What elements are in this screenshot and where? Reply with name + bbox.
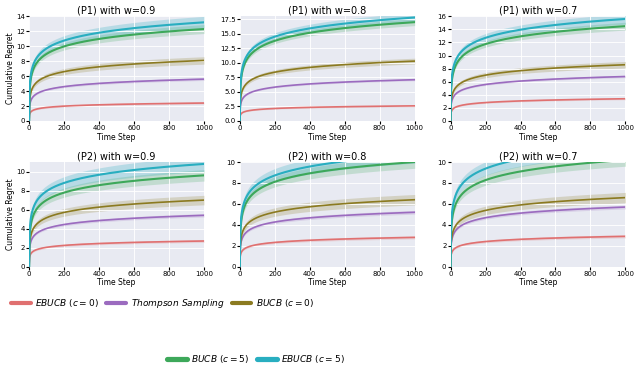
- Y-axis label: Cumulative Regret: Cumulative Regret: [6, 33, 15, 104]
- X-axis label: Time Step: Time Step: [519, 132, 557, 142]
- X-axis label: Time Step: Time Step: [308, 278, 346, 287]
- Legend: $\mathit{BUCB}$ $(c = 5)$, $\mathit{EBUCB}$ $(c = 5)$: $\mathit{BUCB}$ $(c = 5)$, $\mathit{EBUC…: [167, 353, 345, 365]
- Title: (P1) with w=0.9: (P1) with w=0.9: [77, 5, 156, 16]
- X-axis label: Time Step: Time Step: [97, 132, 136, 142]
- X-axis label: Time Step: Time Step: [97, 278, 136, 287]
- X-axis label: Time Step: Time Step: [519, 278, 557, 287]
- Title: (P2) with w=0.7: (P2) with w=0.7: [499, 151, 577, 161]
- Title: (P2) with w=0.9: (P2) with w=0.9: [77, 151, 156, 161]
- Title: (P1) with w=0.8: (P1) with w=0.8: [288, 5, 367, 16]
- Title: (P2) with w=0.8: (P2) with w=0.8: [288, 151, 367, 161]
- Y-axis label: Cumulative Regret: Cumulative Regret: [6, 179, 15, 250]
- X-axis label: Time Step: Time Step: [308, 132, 346, 142]
- Title: (P1) with w=0.7: (P1) with w=0.7: [499, 5, 577, 16]
